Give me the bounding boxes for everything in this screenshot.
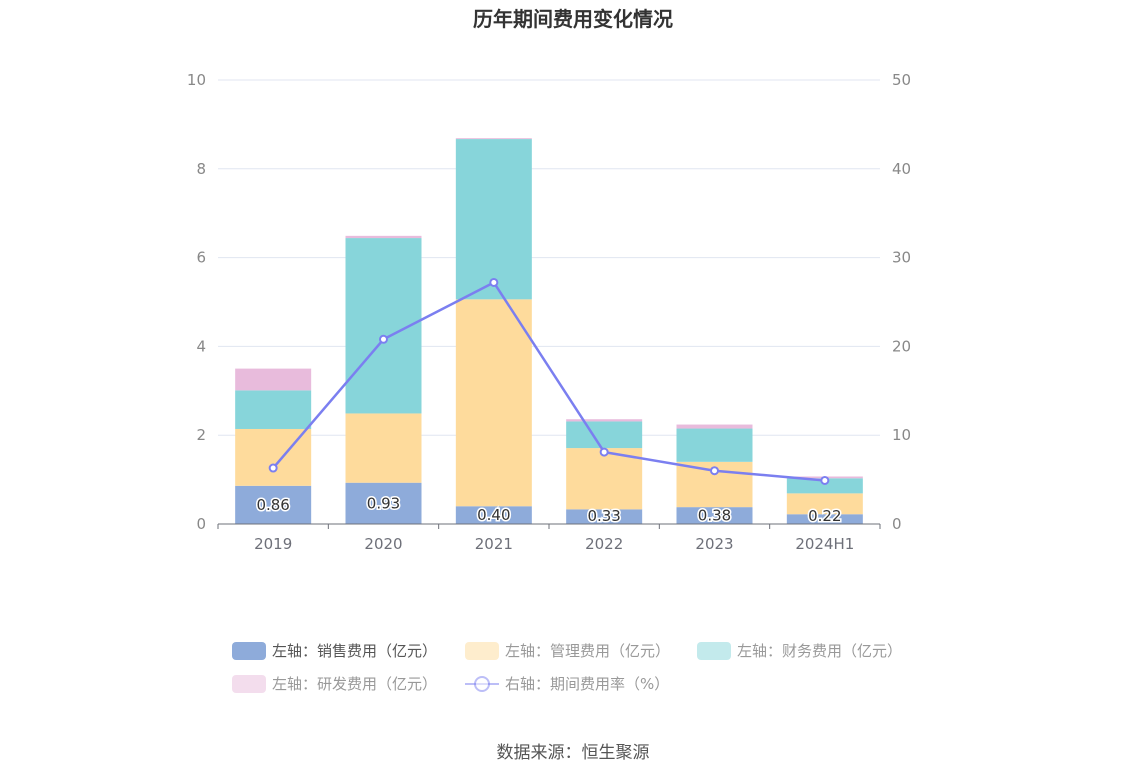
line-point — [268, 463, 278, 473]
x-tick-label: 2021 — [475, 535, 513, 553]
grid-lines — [218, 79, 880, 436]
x-tick-label: 2020 — [364, 535, 402, 553]
left-tick-label: 4 — [196, 337, 206, 355]
bar-segment-0 — [676, 507, 753, 524]
bar-segment-1 — [566, 448, 643, 510]
data-label: 0.22 — [808, 507, 841, 525]
left-tick-label: 6 — [196, 249, 206, 267]
left-tick-label: 10 — [187, 71, 206, 89]
bar-segment-3 — [345, 235, 422, 239]
left-tick-label: 2 — [196, 426, 206, 444]
bar-segment-0 — [235, 485, 312, 524]
legend-label: 左轴：财务费用（亿元） — [737, 642, 902, 660]
line-point — [820, 475, 830, 485]
right-tick-label: 20 — [892, 337, 911, 355]
bar-segment-0 — [345, 482, 422, 524]
right-tick-label: 10 — [892, 426, 911, 444]
bar-segment-2 — [676, 428, 753, 462]
x-tick-label: 2019 — [254, 535, 292, 553]
legend-item: 左轴：管理费用（亿元） — [465, 642, 670, 660]
line-path — [272, 280, 825, 482]
data-label: 0.93 — [367, 494, 400, 512]
bar-segment-1 — [786, 493, 863, 515]
line-point — [379, 334, 388, 344]
bar-series — [235, 138, 863, 524]
bar-segment-2 — [455, 139, 532, 300]
bar-segment-3 — [235, 368, 312, 391]
line-point — [599, 447, 609, 457]
legend-item: 左轴：财务费用（亿元） — [697, 642, 902, 660]
bar-segment-3 — [455, 138, 532, 140]
legend-swatch — [697, 642, 731, 660]
bar-segment-1 — [345, 413, 422, 483]
line-point — [489, 277, 499, 287]
legend-item: 左轴：销售费用（亿元） — [232, 642, 437, 660]
line-point — [710, 466, 719, 476]
right-tick-label: 0 — [892, 515, 902, 533]
bar-segment-2 — [566, 421, 643, 449]
x-tick-label: 2022 — [585, 535, 623, 553]
right-tick-label: 30 — [892, 249, 911, 267]
bar-segment-2 — [235, 390, 312, 429]
data-label: 0.33 — [587, 507, 620, 525]
bar-segment-0 — [566, 509, 643, 524]
legend-marker — [474, 676, 490, 692]
legend-label: 左轴：研发费用（亿元） — [272, 675, 437, 693]
bar-segment-0 — [455, 506, 532, 524]
bar-segment-2 — [786, 478, 863, 494]
x-tick-label: 2024H1 — [795, 535, 854, 553]
legend-swatch — [232, 642, 266, 660]
right-tick-label: 50 — [892, 71, 911, 89]
data-label: 0.38 — [698, 507, 731, 525]
line-series — [268, 277, 830, 485]
legend-swatch — [465, 642, 499, 660]
legend-swatch — [232, 675, 266, 693]
source-text: 数据来源：恒生聚源 — [497, 743, 650, 763]
bar-segment-0 — [786, 514, 863, 524]
bar-segment-3 — [676, 424, 753, 429]
x-axis: 2019 2020 2021 2022 2023 2024H1 — [217, 523, 881, 553]
left-tick-label: 0 — [196, 515, 206, 533]
legend-label: 右轴：期间费用率（%） — [505, 675, 669, 693]
right-axis: 0 10 20 30 40 50 — [892, 71, 911, 533]
legend-label: 左轴：管理费用（亿元） — [505, 642, 670, 660]
chart-title: 历年期间费用变化情况 — [473, 7, 673, 31]
left-tick-label: 8 — [196, 160, 206, 178]
data-label: 0.40 — [477, 506, 510, 524]
data-label: 0.86 — [256, 496, 289, 514]
legend-item: 左轴：研发费用（亿元） — [232, 675, 437, 693]
bar-segment-3 — [566, 419, 643, 422]
data-labels: 0.86 0.93 0.40 0.33 0.38 0.22 — [255, 493, 843, 527]
left-axis: 0 2 4 6 8 10 — [187, 71, 206, 533]
x-tick-label: 2023 — [695, 535, 733, 553]
right-tick-label: 40 — [892, 160, 911, 178]
bar-segment-1 — [455, 299, 532, 507]
legend-label: 左轴：销售费用（亿元） — [272, 642, 437, 660]
legend: 左轴：销售费用（亿元） 左轴：管理费用（亿元） 左轴：财务费用（亿元） 左轴：研发费用… — [232, 642, 902, 693]
legend-item: 右轴：期间费用率（%） — [465, 675, 669, 693]
